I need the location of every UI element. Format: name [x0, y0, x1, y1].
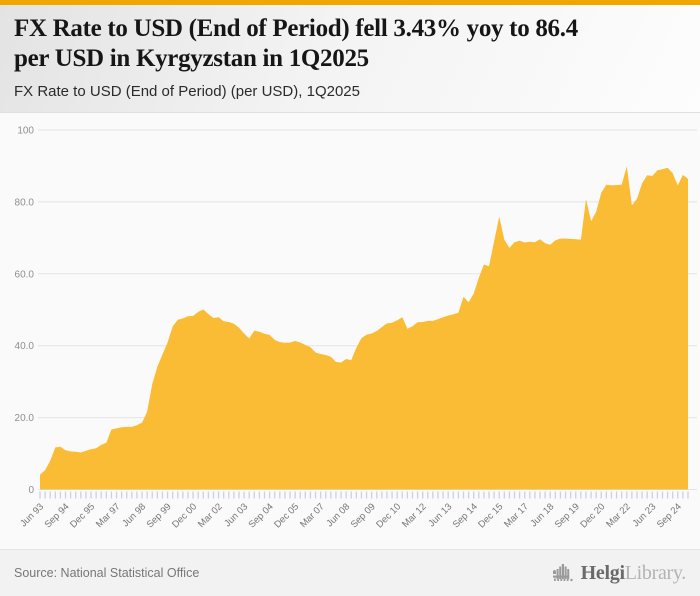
svg-text:Mar 97: Mar 97 — [94, 501, 123, 530]
logo-text-helgi: Helgi — [580, 561, 625, 584]
svg-text:Mar 12: Mar 12 — [400, 501, 429, 530]
x-axis-ticks — [39, 491, 689, 499]
title-line-1: FX Rate to USD (End of Period) fell 3.43… — [14, 15, 578, 42]
svg-text:Jun 18: Jun 18 — [528, 501, 556, 529]
svg-text:Sep 14: Sep 14 — [451, 501, 480, 530]
title-line-2: per USD in Kyrgyzstan in 1Q2025 — [14, 45, 369, 72]
svg-text:Sep 99: Sep 99 — [145, 501, 174, 530]
svg-text:80.0: 80.0 — [15, 197, 35, 208]
page-title: FX Rate to USD (End of Period) fell 3.43… — [14, 14, 686, 74]
svg-text:100: 100 — [17, 126, 34, 137]
source-text: Source: National Statistical Office — [14, 566, 200, 580]
svg-text:Sep 94: Sep 94 — [43, 501, 72, 530]
svg-text:20.0: 20.0 — [15, 413, 35, 424]
svg-text:Jun 13: Jun 13 — [426, 501, 454, 529]
svg-text:Jun 93: Jun 93 — [18, 501, 46, 529]
svg-text:Mar 02: Mar 02 — [196, 501, 225, 530]
svg-text:Mar 22: Mar 22 — [604, 501, 633, 530]
svg-text:0: 0 — [28, 485, 34, 496]
logo-text-library: Library. — [624, 561, 687, 584]
svg-text:Jun 98: Jun 98 — [120, 501, 148, 529]
svg-text:Sep 04: Sep 04 — [247, 501, 276, 530]
svg-text:Dec 00: Dec 00 — [170, 501, 199, 530]
svg-text:Dec 05: Dec 05 — [272, 501, 301, 530]
fx-rate-series-area — [40, 166, 688, 490]
svg-text:Dec 95: Dec 95 — [68, 501, 97, 530]
svg-text:Dec 10: Dec 10 — [374, 501, 403, 530]
svg-text:Dec 20: Dec 20 — [578, 501, 607, 530]
chart-subtitle: FX Rate to USD (End of Period) (per USD)… — [14, 83, 360, 100]
svg-text:Dec 15: Dec 15 — [476, 501, 505, 530]
svg-text:60.0: 60.0 — [15, 269, 35, 280]
y-axis-labels: 100 80.0 60.0 40.0 20.0 0 — [15, 126, 35, 497]
svg-text:Sep 19: Sep 19 — [553, 501, 582, 530]
helgi-library-logo: HelgiLibrary. — [552, 562, 686, 585]
svg-text:Mar 07: Mar 07 — [298, 501, 327, 530]
svg-text:Sep 24: Sep 24 — [655, 501, 684, 530]
helgi-building-icon — [552, 564, 573, 582]
svg-text:Sep 09: Sep 09 — [349, 501, 378, 530]
chart-header: FX Rate to USD (End of Period) fell 3.43… — [0, 5, 700, 113]
logo-wordmark: HelgiLibrary. — [580, 561, 687, 585]
svg-text:40.0: 40.0 — [15, 341, 35, 352]
svg-text:Mar 17: Mar 17 — [502, 501, 531, 530]
footer-bar: Source: National Statistical Office Helg… — [0, 549, 700, 596]
svg-text:Jun 08: Jun 08 — [324, 501, 352, 529]
brand-top-bar — [0, 0, 700, 5]
svg-text:Jun 23: Jun 23 — [630, 501, 658, 529]
svg-text:Jun 03: Jun 03 — [222, 501, 250, 529]
